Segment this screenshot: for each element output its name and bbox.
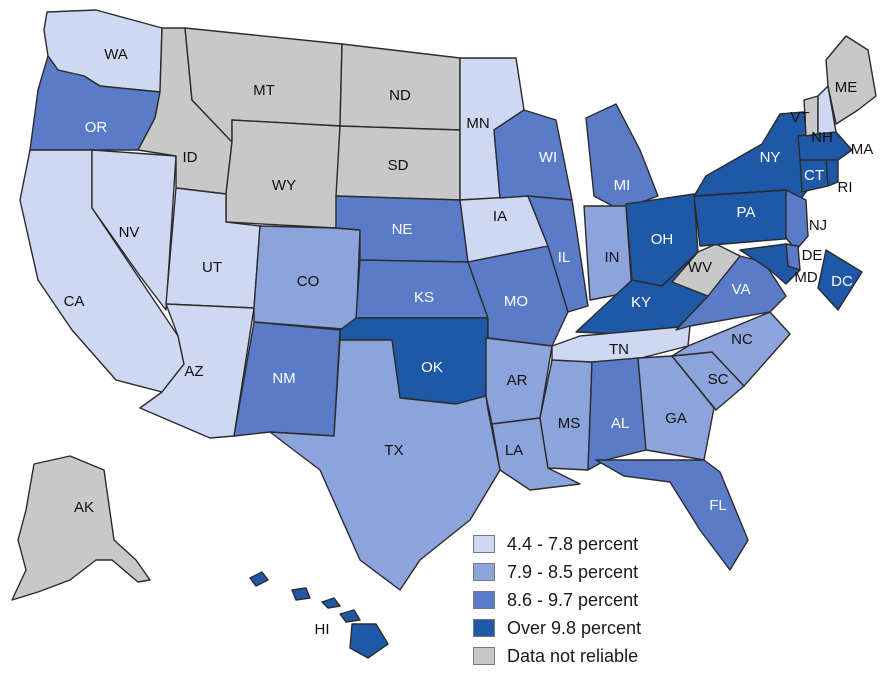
legend-label: Data not reliable xyxy=(507,645,639,666)
state-label-ny: NY xyxy=(760,149,781,166)
state-tx[interactable] xyxy=(269,339,501,591)
state-label-ca: CA xyxy=(64,293,85,310)
state-label-mo: MO xyxy=(504,293,528,310)
state-mi[interactable] xyxy=(585,103,659,211)
state-hi[interactable] xyxy=(249,571,389,659)
state-label-co: CO xyxy=(297,273,320,290)
state-label-wa: WA xyxy=(104,46,128,63)
state-label-ak: AK xyxy=(74,499,94,516)
state-label-vt: VT xyxy=(790,109,809,126)
state-il[interactable] xyxy=(527,195,589,313)
state-label-il: IL xyxy=(558,249,571,266)
state-label-mt: MT xyxy=(253,82,275,99)
state-label-ne: NE xyxy=(392,221,413,238)
state-label-mi: MI xyxy=(614,177,631,194)
legend-swatch xyxy=(473,535,495,553)
state-label-al: AL xyxy=(611,415,629,432)
legend-swatch xyxy=(473,591,495,609)
state-label-de: DE xyxy=(802,247,823,264)
state-ga[interactable] xyxy=(637,355,715,461)
state-label-in: IN xyxy=(605,249,620,266)
state-label-oh: OH xyxy=(651,231,674,248)
state-label-me: ME xyxy=(835,79,858,96)
legend-swatch xyxy=(473,619,495,637)
state-label-ct: CT xyxy=(804,167,824,184)
state-wi[interactable] xyxy=(493,109,573,201)
state-label-ga: GA xyxy=(665,410,687,427)
state-label-ia: IA xyxy=(493,208,507,225)
legend-item-high: 8.6 - 9.7 percent xyxy=(473,586,693,614)
state-label-la: LA xyxy=(505,442,523,459)
state-label-tx: TX xyxy=(384,442,403,459)
legend-label: 7.9 - 8.5 percent xyxy=(507,561,639,582)
state-nj[interactable] xyxy=(785,189,809,251)
state-label-id: ID xyxy=(183,149,198,166)
legend-item-none: Data not reliable xyxy=(473,642,693,670)
state-label-mn: MN xyxy=(466,115,489,132)
state-label-fl: FL xyxy=(709,497,727,514)
state-label-pa: PA xyxy=(737,204,756,221)
state-label-or: OR xyxy=(85,119,108,136)
state-label-nc: NC xyxy=(731,331,753,348)
state-me[interactable] xyxy=(825,35,877,125)
legend-item-mid: 7.9 - 8.5 percent xyxy=(473,558,693,586)
state-label-nd: ND xyxy=(389,87,411,104)
state-label-va: VA xyxy=(732,281,751,298)
state-dc[interactable] xyxy=(817,249,863,311)
state-label-dc: DC xyxy=(831,273,853,290)
state-label-nh: NH xyxy=(811,129,833,146)
state-ak[interactable] xyxy=(11,455,151,601)
state-nv[interactable] xyxy=(91,149,177,311)
state-label-sd: SD xyxy=(388,157,409,174)
state-md[interactable] xyxy=(739,243,801,285)
legend-swatch xyxy=(473,647,495,665)
state-label-nv: NV xyxy=(119,224,140,241)
state-label-ks: KS xyxy=(414,289,434,306)
state-label-ma: MA xyxy=(851,141,874,158)
state-va[interactable] xyxy=(675,255,787,331)
state-label-md: MD xyxy=(794,269,817,286)
state-wy[interactable] xyxy=(225,119,341,229)
state-label-ok: OK xyxy=(421,359,443,376)
state-label-hi: HI xyxy=(315,621,330,638)
legend-item-top: Over 9.8 percent xyxy=(473,614,693,642)
state-label-wy: WY xyxy=(272,177,296,194)
state-label-wv: WV xyxy=(688,259,712,276)
state-label-ut: UT xyxy=(202,259,222,276)
state-ms[interactable] xyxy=(539,359,593,471)
state-label-tn: TN xyxy=(609,341,629,358)
state-label-nm: NM xyxy=(272,370,295,387)
state-al[interactable] xyxy=(587,357,647,471)
legend-item-low: 4.4 - 7.8 percent xyxy=(473,530,693,558)
state-label-sc: SC xyxy=(708,371,729,388)
state-ri[interactable] xyxy=(825,157,839,187)
state-label-ri: RI xyxy=(838,179,853,196)
state-label-ms: MS xyxy=(558,415,581,432)
state-label-ar: AR xyxy=(507,372,528,389)
legend-label: 4.4 - 7.8 percent xyxy=(507,533,639,554)
legend-label: 8.6 - 9.7 percent xyxy=(507,589,639,610)
state-label-ky: KY xyxy=(631,294,651,311)
map-legend: 4.4 - 7.8 percent 7.9 - 8.5 percent 8.6 … xyxy=(473,530,693,670)
state-az[interactable] xyxy=(139,303,255,439)
state-label-wi: WI xyxy=(539,149,557,166)
legend-label: Over 9.8 percent xyxy=(507,617,642,638)
state-nh[interactable] xyxy=(817,85,837,135)
state-label-nj: NJ xyxy=(809,217,827,234)
state-label-az: AZ xyxy=(184,363,203,380)
legend-swatch xyxy=(473,563,495,581)
state-fl[interactable] xyxy=(595,459,749,571)
